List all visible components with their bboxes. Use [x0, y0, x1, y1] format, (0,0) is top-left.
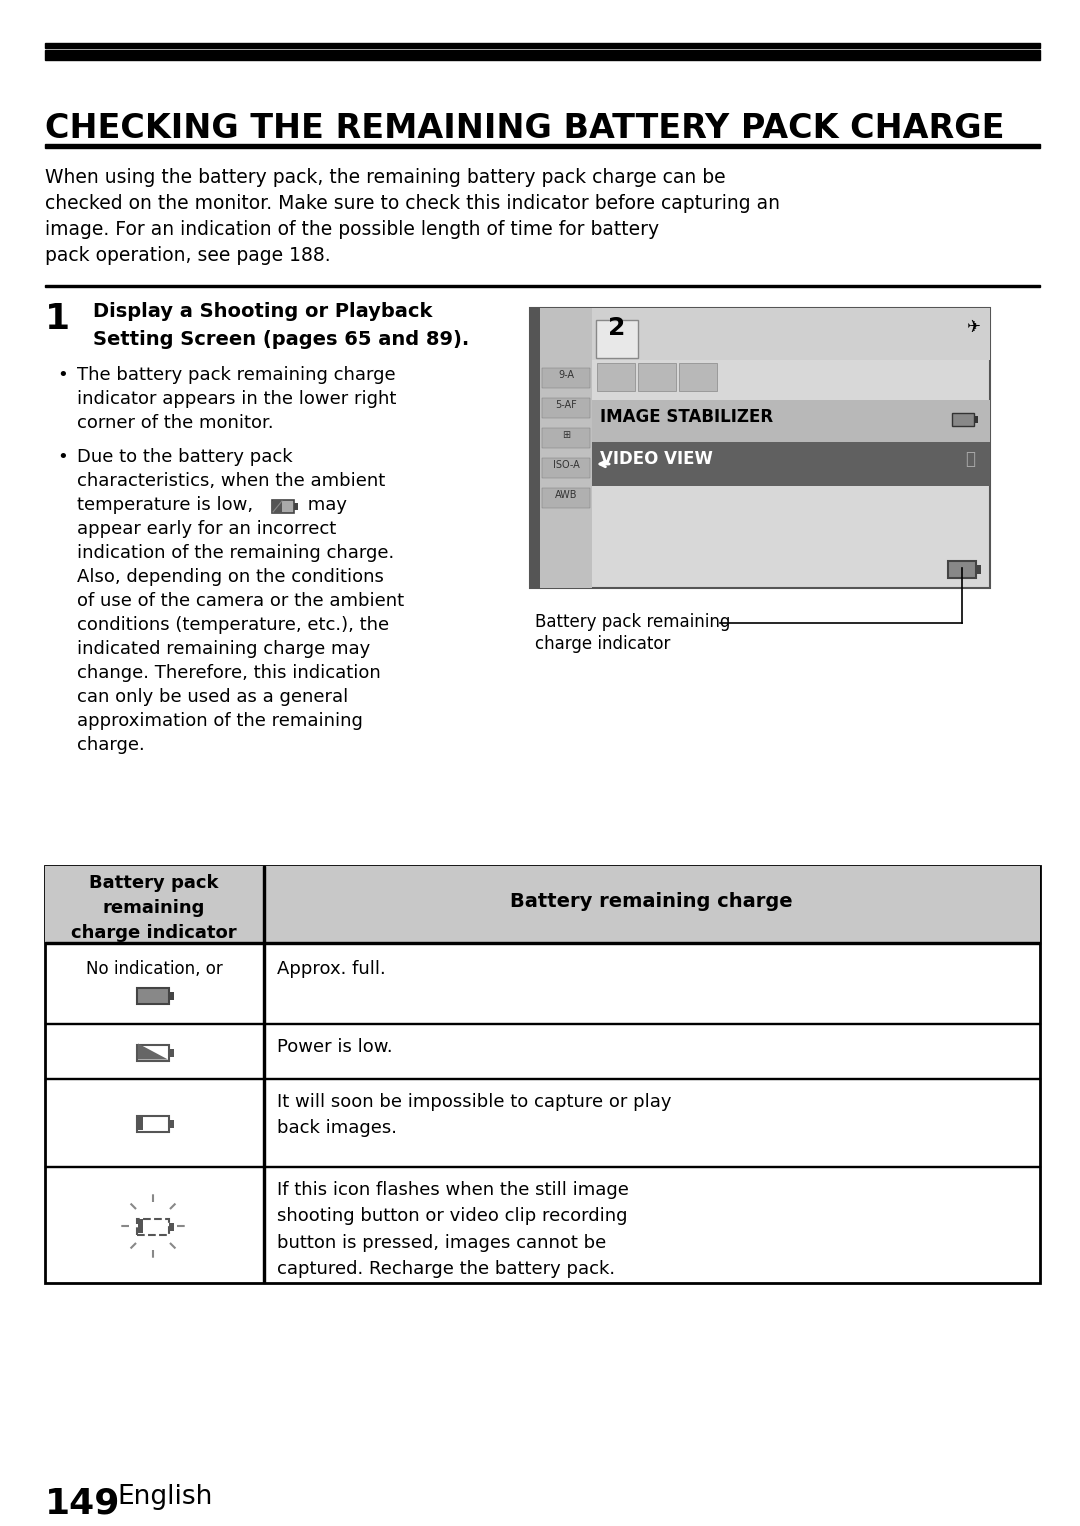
Bar [951, 414, 974, 426]
Bar [542, 458, 590, 478]
Text: Due to the battery pack: Due to the battery pack [77, 449, 293, 465]
Text: indicated remaining charge may: indicated remaining charge may [77, 639, 370, 658]
Bar [45, 865, 1040, 1283]
Text: CHECKING THE REMAINING BATTERY PACK CHARGE: CHECKING THE REMAINING BATTERY PACK CHAR… [45, 111, 1004, 145]
Text: charge.: charge. [77, 736, 145, 754]
Text: Power is low.: Power is low. [276, 1038, 393, 1056]
Bar [542, 398, 590, 418]
Bar [592, 443, 990, 485]
Bar [592, 308, 990, 360]
Bar [45, 284, 1040, 287]
Bar [530, 308, 990, 588]
Bar [137, 1219, 168, 1235]
Text: ISO-A: ISO-A [553, 459, 579, 470]
Text: When using the battery pack, the remaining battery pack charge can be: When using the battery pack, the remaini… [45, 168, 726, 188]
Bar [137, 987, 168, 1004]
Text: indicator appears in the lower right: indicator appears in the lower right [77, 391, 396, 407]
Text: Setting Screen (pages 65 and 89).: Setting Screen (pages 65 and 89). [93, 330, 469, 349]
Bar [530, 308, 540, 588]
Bar [638, 363, 676, 391]
Text: Battery pack
remaining
charge indicator: Battery pack remaining charge indicator [71, 874, 237, 942]
Text: ⊞: ⊞ [562, 430, 570, 439]
Bar [679, 363, 717, 391]
Text: No indication, or: No indication, or [85, 960, 222, 978]
Text: conditions (temperature, etc.), the: conditions (temperature, etc.), the [77, 617, 389, 633]
Text: ⬛: ⬛ [966, 450, 975, 468]
Text: 9-A: 9-A [558, 369, 573, 380]
Bar [542, 368, 590, 388]
Bar [168, 1048, 174, 1056]
Text: approximation of the remaining: approximation of the remaining [77, 713, 363, 729]
Text: Approx. full.: Approx. full. [276, 960, 386, 978]
Text: Display a Shooting or Playback: Display a Shooting or Playback [93, 302, 432, 320]
Bar [596, 320, 638, 359]
Bar [137, 1044, 168, 1061]
Text: It will soon be impossible to capture or play
back images.: It will soon be impossible to capture or… [276, 1093, 672, 1137]
Text: 5-AF: 5-AF [555, 400, 577, 410]
Bar [976, 565, 981, 574]
Text: of use of the camera or the ambient: of use of the camera or the ambient [77, 592, 404, 610]
Text: indication of the remaining charge.: indication of the remaining charge. [77, 543, 394, 562]
Text: •: • [57, 366, 68, 385]
Bar [168, 992, 174, 1000]
Text: Battery remaining charge: Battery remaining charge [510, 893, 793, 911]
Text: •: • [57, 449, 68, 465]
Text: IMAGE STABILIZER: IMAGE STABILIZER [600, 407, 773, 426]
Text: appear early for an incorrect: appear early for an incorrect [77, 520, 336, 539]
Bar [168, 1222, 174, 1231]
Text: checked on the monitor. Make sure to check this indicator before capturing an: checked on the monitor. Make sure to che… [45, 194, 780, 214]
Bar [273, 501, 282, 513]
Text: If this icon flashes when the still image
shooting button or video clip recordin: If this icon flashes when the still imag… [276, 1181, 629, 1279]
Text: can only be used as a general: can only be used as a general [77, 688, 348, 707]
Bar [45, 50, 1040, 60]
Text: image. For an indication of the possible length of time for battery: image. For an indication of the possible… [45, 220, 659, 240]
Bar [137, 1116, 168, 1132]
Text: characteristics, when the ambient: characteristics, when the ambient [77, 472, 386, 490]
Text: corner of the monitor.: corner of the monitor. [77, 414, 273, 432]
Bar [138, 1116, 143, 1129]
Bar [542, 427, 590, 449]
Bar [168, 1120, 174, 1128]
Text: temperature is low,: temperature is low, [77, 496, 253, 514]
Text: pack operation, see page 188.: pack operation, see page 188. [45, 246, 330, 266]
Text: change. Therefore, this indication: change. Therefore, this indication [77, 664, 381, 682]
Bar [264, 865, 265, 1283]
Bar [45, 143, 1040, 148]
Text: 1: 1 [45, 302, 70, 336]
Bar [542, 488, 590, 508]
Bar [540, 308, 592, 588]
Text: English: English [117, 1483, 213, 1511]
Text: The battery pack remaining charge: The battery pack remaining charge [77, 366, 395, 385]
Bar [294, 504, 298, 510]
Bar [45, 942, 1040, 945]
Text: 2: 2 [608, 316, 625, 340]
Text: Also, depending on the conditions: Also, depending on the conditions [77, 568, 383, 586]
Bar [45, 43, 1040, 47]
Bar [974, 417, 978, 423]
Bar [138, 1219, 143, 1233]
Text: Battery pack remaining: Battery pack remaining [535, 613, 730, 630]
Bar [45, 865, 1040, 945]
Text: ✈: ✈ [967, 317, 980, 336]
Polygon shape [138, 1044, 168, 1059]
Bar [592, 400, 990, 443]
Text: VIDEO VIEW: VIDEO VIEW [600, 450, 713, 468]
Bar [597, 363, 635, 391]
Text: may: may [302, 496, 347, 514]
Text: charge indicator: charge indicator [535, 635, 671, 653]
Bar [272, 501, 294, 513]
Text: 149: 149 [45, 1486, 121, 1521]
Bar [948, 562, 976, 578]
Text: AWB: AWB [555, 490, 577, 501]
